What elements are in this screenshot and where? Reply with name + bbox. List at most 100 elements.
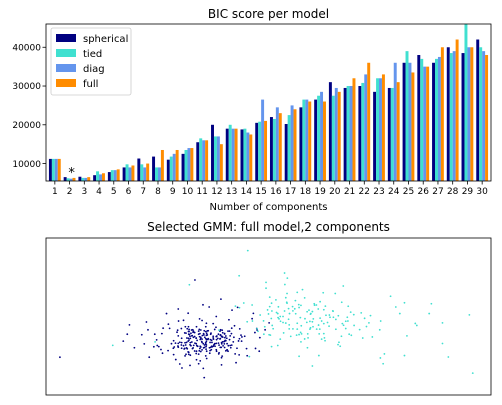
bar-full-6 xyxy=(131,165,135,181)
scatter-point-cluster-1 xyxy=(231,309,233,312)
scatter-point-cluster-1 xyxy=(215,326,217,329)
scatter-point-cluster-1 xyxy=(222,344,224,347)
scatter-point-cluster-2 xyxy=(324,339,326,342)
scatter-point-cluster-1 xyxy=(145,321,148,323)
scatter-point-cluster-1 xyxy=(203,376,206,379)
bic-y-axis: 10000 20000 30000 40000 xyxy=(12,43,46,170)
scatter-point-cluster-1 xyxy=(189,343,191,346)
scatter-point-cluster-1 xyxy=(185,347,188,349)
scatter-point-cluster-2 xyxy=(309,312,312,315)
scatter-point-cluster-2 xyxy=(320,338,323,341)
bar-tied-13 xyxy=(228,124,232,181)
scatter-point-cluster-2 xyxy=(303,296,306,299)
scatter-point-cluster-1 xyxy=(187,312,190,315)
x-tick-label: 12 xyxy=(211,187,222,197)
scatter-point-cluster-1 xyxy=(258,350,261,353)
scatter-point-cluster-2 xyxy=(276,344,279,347)
scatter-point-cluster-1 xyxy=(204,355,207,357)
bic-plot-frame xyxy=(45,23,492,182)
scatter-point-cluster-2 xyxy=(298,306,300,309)
bar-spherical-12 xyxy=(211,124,214,181)
scatter-point-cluster-2 xyxy=(293,307,296,310)
scatter-point-cluster-2 xyxy=(324,305,327,307)
x-tick-label: 20 xyxy=(329,187,341,197)
scatter-point-cluster-1 xyxy=(205,350,208,353)
scatter-point-cluster-1 xyxy=(198,349,201,352)
scatter-point-cluster-1 xyxy=(204,337,207,340)
bar-tied-15 xyxy=(258,121,262,181)
scatter-point-cluster-2 xyxy=(304,317,306,320)
scatter-point-cluster-1 xyxy=(218,344,220,347)
bar-full-5 xyxy=(116,169,120,181)
scatter-point-cluster-1 xyxy=(220,356,223,359)
scatter-point-cluster-2 xyxy=(257,330,259,333)
scatter-point-cluster-1 xyxy=(194,279,196,281)
bar-diag-29 xyxy=(467,47,471,182)
bar-spherical-6 xyxy=(122,167,126,181)
bar-tied-3 xyxy=(81,177,85,181)
scatter-point-cluster-1 xyxy=(226,342,228,345)
scatter-point-cluster-1 xyxy=(180,341,183,344)
bar-tied-18 xyxy=(302,99,306,181)
scatter-point-cluster-1 xyxy=(210,348,213,351)
x-tick-label: 2 xyxy=(67,187,73,197)
scatter-point-cluster-2 xyxy=(352,313,355,316)
bar-spherical-17 xyxy=(284,124,288,181)
scatter-point-cluster-2 xyxy=(303,338,306,340)
scatter-point-cluster-1 xyxy=(172,353,175,356)
bar-tied-24 xyxy=(390,87,394,181)
scatter-point-cluster-2 xyxy=(296,322,299,325)
scatter-point-cluster-2 xyxy=(251,304,254,306)
scatter-point-cluster-2 xyxy=(317,324,320,326)
bar-diag-10 xyxy=(187,148,191,181)
scatter-point-cluster-1 xyxy=(208,346,211,349)
scatter-point-cluster-1 xyxy=(205,332,208,335)
bar-tied-11 xyxy=(199,138,203,181)
scatter-point-cluster-1 xyxy=(193,335,196,338)
scatter-point-cluster-2 xyxy=(276,312,279,315)
scatter-point-cluster-1 xyxy=(199,332,201,335)
scatter-point-cluster-1 xyxy=(196,345,199,348)
scatter-point-cluster-2 xyxy=(268,333,271,336)
scatter-point-cluster-2 xyxy=(259,314,262,316)
scatter-point-cluster-2 xyxy=(294,312,297,315)
bar-tied-4 xyxy=(96,171,100,181)
x-tick-label: 29 xyxy=(462,187,474,197)
scatter-point-cluster-2 xyxy=(365,325,368,328)
bar-spherical-15 xyxy=(255,122,259,181)
x-tick-label: 15 xyxy=(255,187,266,197)
bar-spherical-24 xyxy=(387,87,391,181)
scatter-point-cluster-2 xyxy=(313,304,316,307)
x-tick-label: 8 xyxy=(155,187,161,197)
scatter-point-cluster-1 xyxy=(189,337,192,340)
scatter-point-cluster-1 xyxy=(188,328,190,331)
scatter-point-cluster-2 xyxy=(361,337,364,339)
scatter-point-cluster-1 xyxy=(221,355,224,358)
scatter-point-cluster-1 xyxy=(221,331,224,334)
bar-spherical-25 xyxy=(402,62,406,181)
scatter-point-cluster-1 xyxy=(203,334,205,336)
scatter-point-cluster-2 xyxy=(275,311,278,314)
scatter-point-cluster-2 xyxy=(270,345,273,348)
bar-full-24 xyxy=(396,82,400,181)
x-tick-label: 22 xyxy=(359,187,370,197)
scatter-point-cluster-1 xyxy=(205,322,208,325)
scatter-point-cluster-1 xyxy=(226,349,228,351)
scatter-point-cluster-1 xyxy=(174,358,177,361)
scatter-point-cluster-2 xyxy=(246,249,249,252)
scatter-point-cluster-2 xyxy=(331,309,334,312)
bar-tied-19 xyxy=(317,95,321,181)
scatter-point-cluster-2 xyxy=(300,340,302,343)
scatter-point-cluster-1 xyxy=(224,349,227,352)
scatter-point-cluster-1 xyxy=(223,340,225,343)
scatter-point-cluster-1 xyxy=(172,347,175,350)
scatter-point-cluster-1 xyxy=(229,344,232,347)
scatter-point-cluster-1 xyxy=(174,342,177,345)
scatter-point-cluster-1 xyxy=(246,354,249,357)
bar-full-19 xyxy=(323,101,326,181)
scatter-point-cluster-2 xyxy=(267,313,270,315)
bic-legend: spherical tied diag full xyxy=(50,27,132,96)
scatter-point-cluster-1 xyxy=(199,347,201,350)
scatter-point-cluster-2 xyxy=(296,291,299,294)
bar-tied-21 xyxy=(346,86,350,181)
